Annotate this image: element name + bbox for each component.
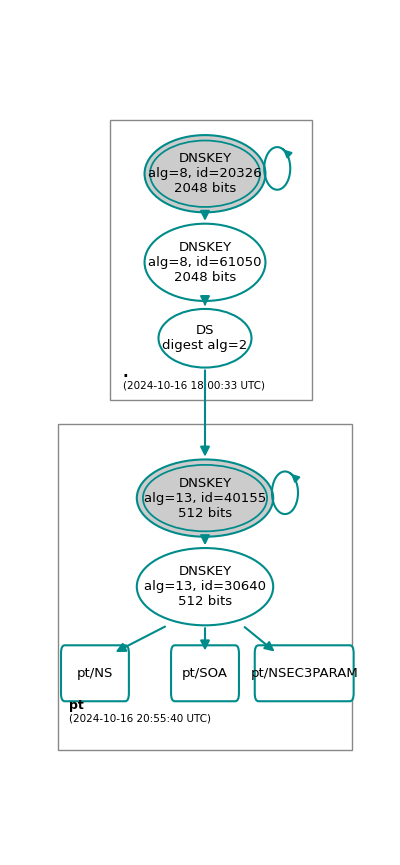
Text: (2024-10-16 20:55:40 UTC): (2024-10-16 20:55:40 UTC) (69, 714, 210, 723)
Text: pt: pt (69, 699, 83, 712)
Text: DNSKEY
alg=13, id=30640
512 bits: DNSKEY alg=13, id=30640 512 bits (144, 565, 266, 608)
Text: pt/SOA: pt/SOA (182, 667, 228, 680)
Text: DNSKEY
alg=13, id=40155
512 bits: DNSKEY alg=13, id=40155 512 bits (144, 477, 266, 520)
Text: (2024-10-16 18:00:33 UTC): (2024-10-16 18:00:33 UTC) (123, 381, 265, 391)
Ellipse shape (144, 224, 266, 301)
Ellipse shape (144, 135, 266, 213)
Text: pt/NS: pt/NS (77, 667, 113, 680)
FancyBboxPatch shape (61, 645, 129, 702)
Text: pt/NSEC3PARAM: pt/NSEC3PARAM (250, 667, 358, 680)
FancyBboxPatch shape (255, 645, 354, 702)
Text: DNSKEY
alg=8, id=61050
2048 bits: DNSKEY alg=8, id=61050 2048 bits (148, 240, 262, 284)
Text: DS
digest alg=2: DS digest alg=2 (162, 324, 248, 352)
Text: DNSKEY
alg=8, id=20326
2048 bits: DNSKEY alg=8, id=20326 2048 bits (148, 152, 262, 195)
Ellipse shape (137, 459, 273, 536)
Text: .: . (123, 365, 128, 380)
FancyBboxPatch shape (171, 645, 239, 702)
Ellipse shape (137, 548, 273, 625)
Ellipse shape (158, 309, 252, 368)
